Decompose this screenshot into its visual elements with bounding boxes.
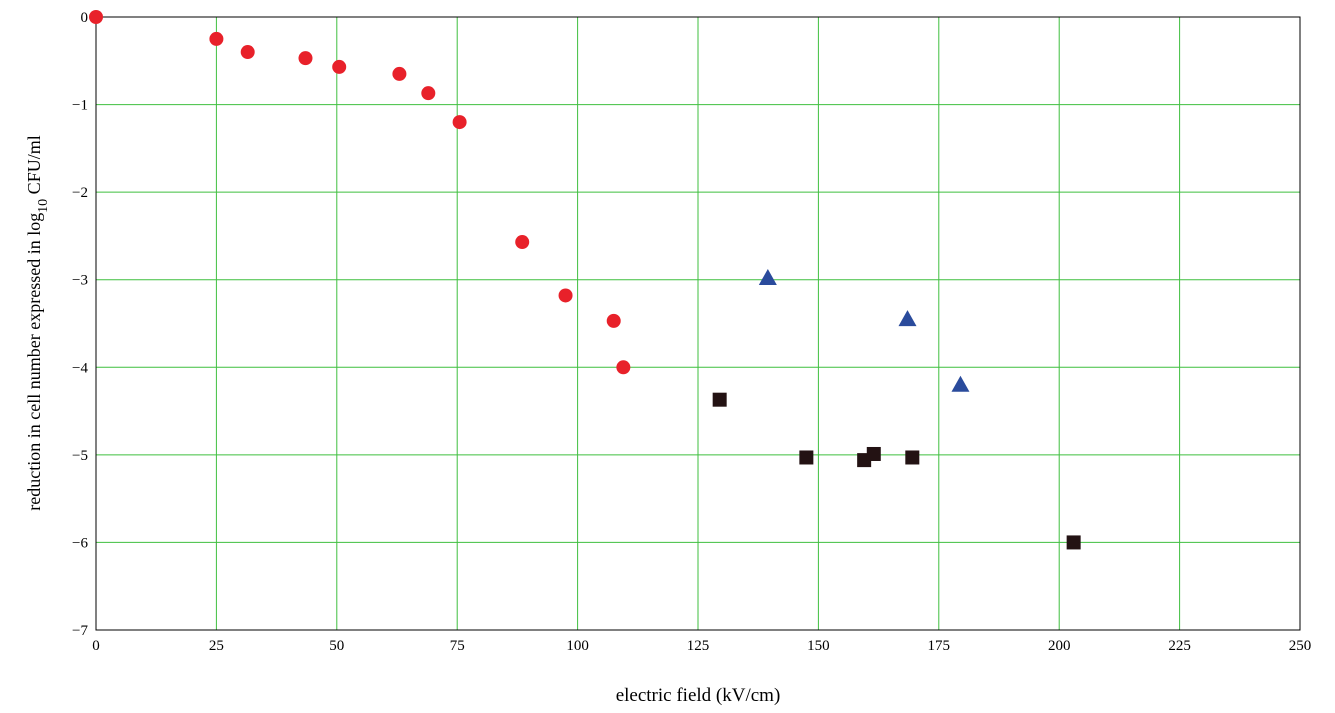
y-axis-label-unit: CFU/ml [24,135,44,199]
grid-lines [95,16,1301,631]
triangle-marker [898,310,917,327]
circle-marker [616,360,631,375]
y-axis-label-main: reduction in cell number expressed in lo… [24,213,44,511]
x-tick-label: 175 [928,638,951,654]
y-tick-label: −2 [72,185,88,201]
square-marker [905,450,920,465]
y-tick-label: −1 [72,98,88,114]
square-marker [866,446,881,461]
x-tick-labels: 0 25 50 75 100 125 150 175 200 225 250 [92,638,1311,654]
triangle-marker [951,375,970,392]
circle-marker [332,59,347,74]
x-tick-label: 75 [450,638,465,654]
circle-marker [209,31,224,46]
x-tick-label: 200 [1048,638,1071,654]
y-tick-label: −4 [72,360,88,376]
y-tick-label: −5 [72,448,88,464]
y-tick-label: −3 [72,273,88,289]
circle-marker [240,45,255,60]
x-tick-label: 150 [807,638,830,654]
x-tick-label: 25 [209,638,224,654]
x-tick-label: 250 [1289,638,1312,654]
triangle-marker [758,268,777,285]
data-points [89,10,1081,550]
circle-marker [452,115,467,130]
square-marker [1066,535,1081,550]
x-tick-label: 225 [1168,638,1191,654]
y-tick-label: −6 [72,535,88,551]
y-tick-label: 0 [81,10,89,26]
x-axis-label: electric field (kV/cm) [616,685,781,706]
square-marker [799,450,814,465]
y-axis-label-subscript: 10 [36,199,51,213]
y-tick-labels: 0 −1 −2 −3 −4 −5 −6 −7 [72,10,88,639]
x-tick-label: 0 [92,638,100,654]
x-tick-label: 50 [329,638,344,654]
plot-frame [95,16,1301,631]
circle-marker [515,235,530,250]
x-tick-label: 100 [566,638,589,654]
circle-marker [392,66,407,81]
circle-marker [89,10,103,24]
square-marker [712,392,727,407]
circle-marker [606,313,621,328]
circle-marker [558,288,573,303]
x-tick-label: 125 [687,638,710,654]
y-tick-label: −7 [72,623,88,639]
circle-marker [298,51,313,66]
circle-marker [421,86,436,101]
y-axis-label: reduction in cell number expressed in lo… [24,135,51,510]
